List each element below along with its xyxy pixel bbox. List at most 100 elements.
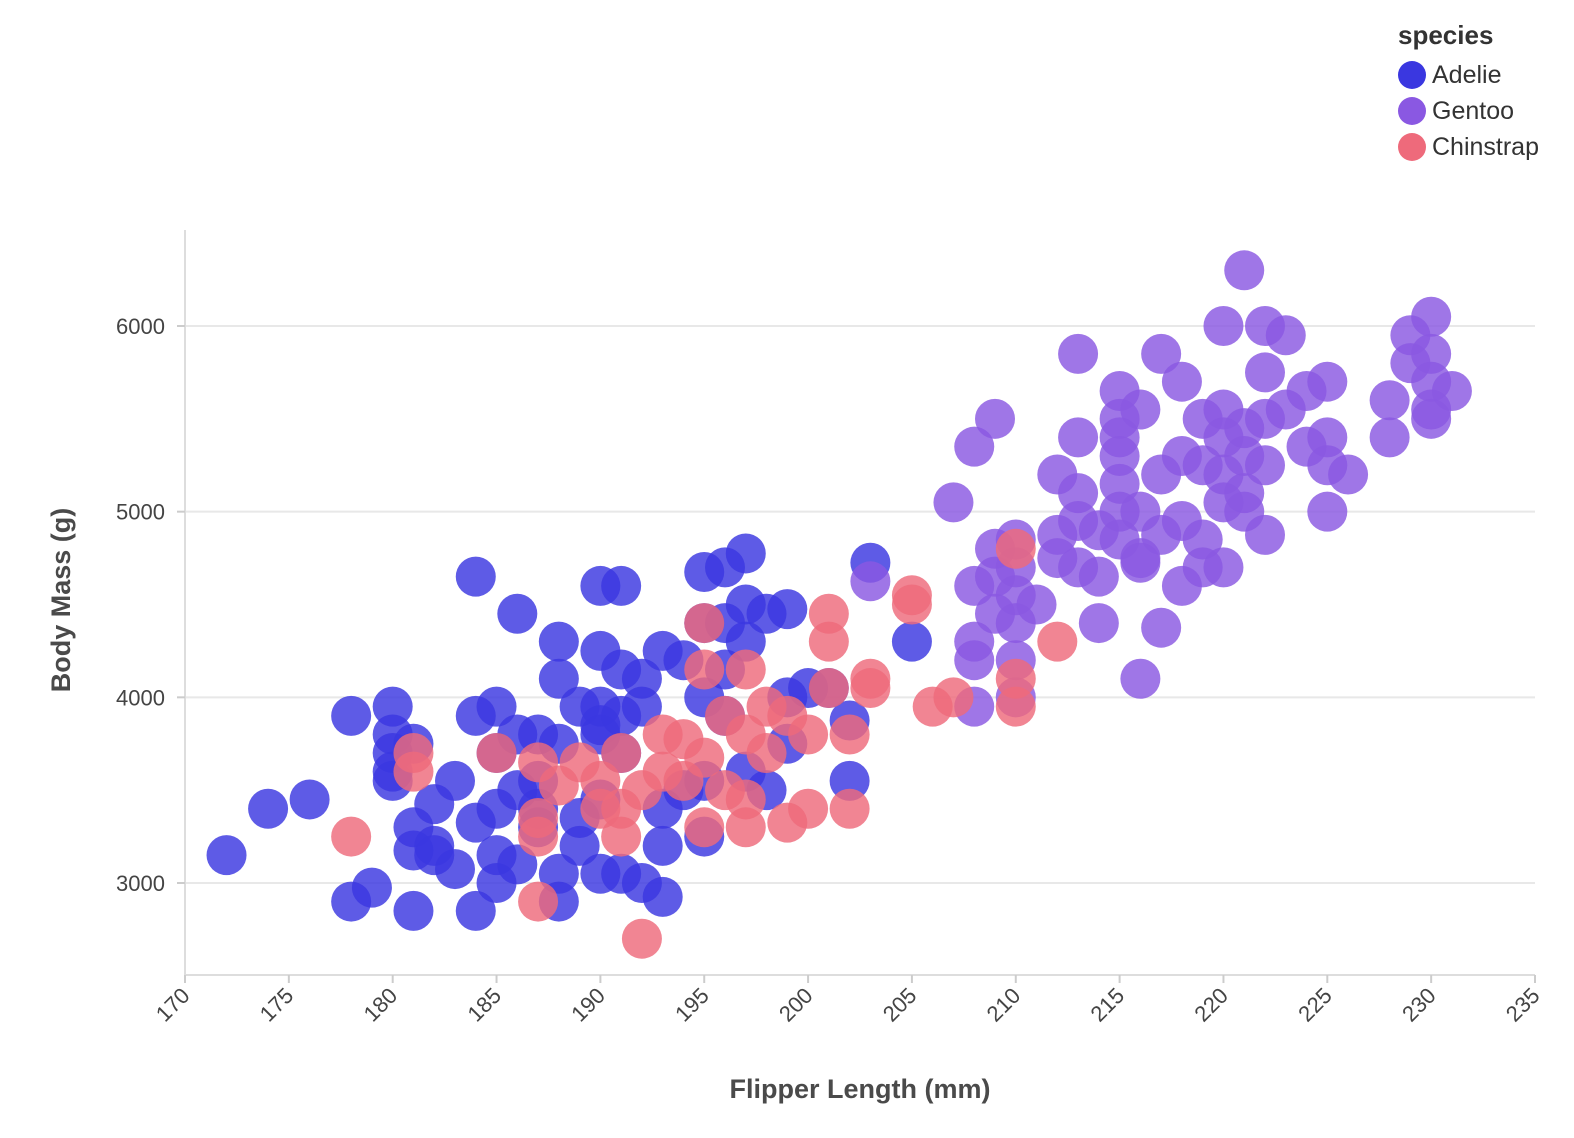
- data-point-chinstrap[interactable]: [684, 737, 725, 778]
- data-point-gentoo[interactable]: [1224, 250, 1265, 291]
- data-point-gentoo[interactable]: [1369, 380, 1410, 421]
- data-point-adelie[interactable]: [621, 658, 662, 699]
- data-point-gentoo[interactable]: [1120, 389, 1161, 430]
- data-point-gentoo[interactable]: [1203, 306, 1244, 346]
- data-point-gentoo[interactable]: [1328, 454, 1369, 495]
- data-point-gentoo[interactable]: [954, 426, 995, 467]
- data-point-chinstrap[interactable]: [891, 584, 932, 625]
- data-point-adelie[interactable]: [289, 779, 330, 820]
- data-point-gentoo[interactable]: [1016, 584, 1057, 625]
- data-point-gentoo[interactable]: [1245, 352, 1285, 393]
- data-point-gentoo[interactable]: [1182, 519, 1223, 560]
- data-point-chinstrap[interactable]: [518, 881, 559, 922]
- data-point-chinstrap[interactable]: [788, 714, 829, 755]
- data-point-gentoo[interactable]: [1120, 658, 1161, 699]
- data-point-adelie[interactable]: [455, 556, 496, 597]
- data-point-gentoo[interactable]: [1245, 514, 1285, 555]
- data-point-chinstrap[interactable]: [829, 714, 870, 755]
- data-point-gentoo[interactable]: [1411, 398, 1452, 439]
- data-point-gentoo[interactable]: [1307, 361, 1348, 402]
- data-point-chinstrap[interactable]: [1037, 621, 1078, 662]
- data-point-gentoo[interactable]: [1161, 361, 1202, 402]
- data-point-chinstrap[interactable]: [829, 788, 870, 829]
- data-point-gentoo[interactable]: [1120, 542, 1161, 583]
- data-point-adelie[interactable]: [829, 760, 870, 801]
- data-point-adelie[interactable]: [435, 849, 475, 890]
- data-point-gentoo[interactable]: [1058, 473, 1099, 514]
- data-point-adelie[interactable]: [497, 593, 538, 634]
- data-point-gentoo[interactable]: [1431, 370, 1472, 411]
- data-point-adelie[interactable]: [538, 658, 579, 699]
- data-point-adelie[interactable]: [725, 533, 766, 574]
- data-point-gentoo[interactable]: [975, 398, 1015, 439]
- data-point-chinstrap[interactable]: [621, 918, 662, 959]
- data-point-gentoo[interactable]: [1099, 435, 1140, 476]
- data-point-adelie[interactable]: [455, 890, 496, 931]
- data-point-chinstrap[interactable]: [746, 733, 787, 774]
- data-point-adelie[interactable]: [642, 825, 683, 866]
- data-point-chinstrap[interactable]: [580, 760, 621, 801]
- data-point-chinstrap[interactable]: [995, 686, 1036, 727]
- data-point-adelie[interactable]: [538, 621, 579, 662]
- data-point-adelie[interactable]: [206, 835, 247, 876]
- data-point-chinstrap[interactable]: [808, 593, 849, 634]
- data-point-gentoo[interactable]: [1078, 556, 1119, 597]
- data-point-adelie[interactable]: [725, 621, 766, 662]
- data-point-adelie[interactable]: [393, 890, 434, 931]
- data-point-adelie[interactable]: [248, 788, 289, 829]
- data-point-chinstrap[interactable]: [725, 779, 766, 820]
- legend-item-chinstrap[interactable]: Chinstrap: [1398, 129, 1539, 165]
- data-point-chinstrap[interactable]: [995, 528, 1036, 569]
- data-point-chinstrap[interactable]: [393, 751, 434, 792]
- data-point-gentoo[interactable]: [1411, 333, 1452, 374]
- data-point-chinstrap[interactable]: [331, 816, 372, 857]
- data-point-gentoo[interactable]: [1058, 417, 1099, 458]
- data-point-gentoo[interactable]: [1265, 315, 1306, 356]
- data-point-chinstrap[interactable]: [684, 603, 725, 644]
- data-point-adelie[interactable]: [435, 760, 475, 801]
- data-point-chinstrap[interactable]: [933, 677, 974, 718]
- data-point-gentoo[interactable]: [1099, 463, 1140, 504]
- data-point-adelie[interactable]: [538, 853, 579, 894]
- data-point-chinstrap[interactable]: [995, 658, 1036, 699]
- data-point-gentoo[interactable]: [1203, 547, 1244, 588]
- data-point-chinstrap[interactable]: [808, 668, 849, 709]
- data-point-gentoo[interactable]: [1369, 417, 1410, 458]
- legend-item-adelie[interactable]: Adelie: [1398, 57, 1539, 93]
- data-point-gentoo[interactable]: [1141, 333, 1182, 374]
- data-point-gentoo[interactable]: [1307, 491, 1348, 532]
- data-point-adelie[interactable]: [601, 565, 642, 606]
- data-point-chinstrap[interactable]: [788, 788, 829, 829]
- data-point-chinstrap[interactable]: [684, 649, 725, 690]
- data-point-adelie[interactable]: [331, 695, 372, 736]
- data-point-adelie[interactable]: [767, 589, 808, 630]
- data-point-adelie[interactable]: [601, 695, 642, 736]
- data-point-chinstrap[interactable]: [476, 733, 517, 774]
- data-point-chinstrap[interactable]: [601, 733, 642, 774]
- data-point-adelie[interactable]: [351, 867, 392, 908]
- data-point-gentoo[interactable]: [933, 482, 974, 523]
- legend-item-gentoo[interactable]: Gentoo: [1398, 93, 1539, 129]
- data-point-gentoo[interactable]: [1245, 445, 1285, 486]
- data-point-adelie[interactable]: [559, 825, 600, 866]
- data-point-chinstrap[interactable]: [518, 816, 559, 857]
- data-point-chinstrap[interactable]: [808, 621, 849, 662]
- data-point-gentoo[interactable]: [954, 640, 995, 681]
- data-point-chinstrap[interactable]: [725, 649, 766, 690]
- data-point-gentoo[interactable]: [850, 561, 891, 602]
- data-point-adelie[interactable]: [642, 876, 683, 917]
- data-point-chinstrap[interactable]: [850, 668, 891, 709]
- data-point-adelie[interactable]: [372, 686, 413, 727]
- data-point-chinstrap[interactable]: [684, 807, 725, 848]
- y-axis-ticks: 3000 4000 5000 6000: [116, 314, 185, 896]
- data-point-adelie[interactable]: [476, 686, 517, 727]
- data-point-gentoo[interactable]: [1307, 417, 1348, 458]
- data-point-adelie[interactable]: [497, 844, 538, 885]
- data-point-gentoo[interactable]: [1078, 603, 1119, 644]
- data-point-gentoo[interactable]: [1411, 296, 1452, 337]
- data-point-adelie[interactable]: [891, 621, 932, 662]
- data-point-chinstrap[interactable]: [601, 816, 642, 857]
- data-point-chinstrap[interactable]: [725, 807, 766, 848]
- data-point-gentoo[interactable]: [1141, 607, 1182, 648]
- data-point-gentoo[interactable]: [1058, 333, 1099, 374]
